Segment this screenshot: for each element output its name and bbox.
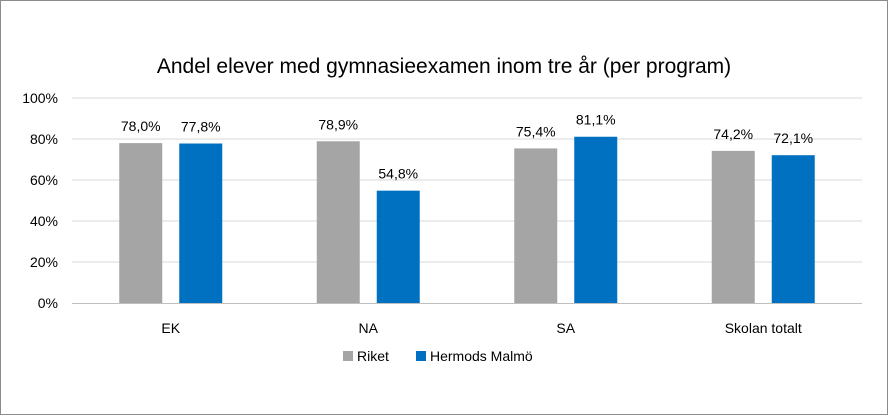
bars (119, 136, 815, 303)
y-tick-label: 0% (38, 295, 58, 311)
data-label: 74,2% (713, 126, 753, 142)
bar-hermods-malmö-ek (179, 143, 223, 303)
bar-riket-na (316, 141, 360, 303)
legend-swatch (416, 351, 426, 361)
x-tick-label: NA (359, 320, 379, 336)
y-tick-label: 60% (30, 172, 58, 188)
data-label: 77,8% (181, 119, 221, 135)
bar-hermods-malmö-na (376, 190, 420, 303)
data-label: 78,0% (121, 118, 161, 134)
data-label: 54,8% (378, 166, 418, 182)
y-tick-label: 40% (30, 213, 58, 229)
legend-swatch (343, 351, 353, 361)
chart-title: Andel elever med gymnasieexamen inom tre… (157, 55, 731, 78)
y-axis-ticks: 0% 20% 40% 60% 80% 100% (22, 90, 58, 311)
legend-label: Hermods Malmö (430, 348, 533, 364)
data-label: 72,1% (773, 130, 813, 146)
data-label: 81,1% (576, 112, 616, 128)
bar-hermods-malmö-sa (574, 136, 618, 303)
x-axis-ticks: EK NA SA Skolan totalt (161, 320, 801, 336)
bar-riket-ek (119, 143, 163, 303)
bar-hermods-malmö-skolan-totalt (771, 155, 815, 303)
x-tick-label: EK (161, 320, 180, 336)
bar-riket-skolan-totalt (711, 150, 755, 303)
y-tick-label: 100% (22, 90, 58, 106)
x-tick-label: SA (556, 320, 575, 336)
legend: Riket Hermods Malmö (343, 348, 533, 364)
data-label: 75,4% (516, 123, 556, 139)
data-label: 78,9% (318, 116, 358, 132)
data-labels: 78,0% 77,8% 78,9% 54,8% 75,4% 81,1% 74,2% 72,1% (121, 112, 813, 182)
x-tick-label: Skolan totalt (725, 320, 802, 336)
y-tick-label: 20% (30, 254, 58, 270)
legend-label: Riket (357, 348, 389, 364)
y-tick-label: 80% (30, 131, 58, 147)
bar-riket-sa (514, 148, 558, 303)
